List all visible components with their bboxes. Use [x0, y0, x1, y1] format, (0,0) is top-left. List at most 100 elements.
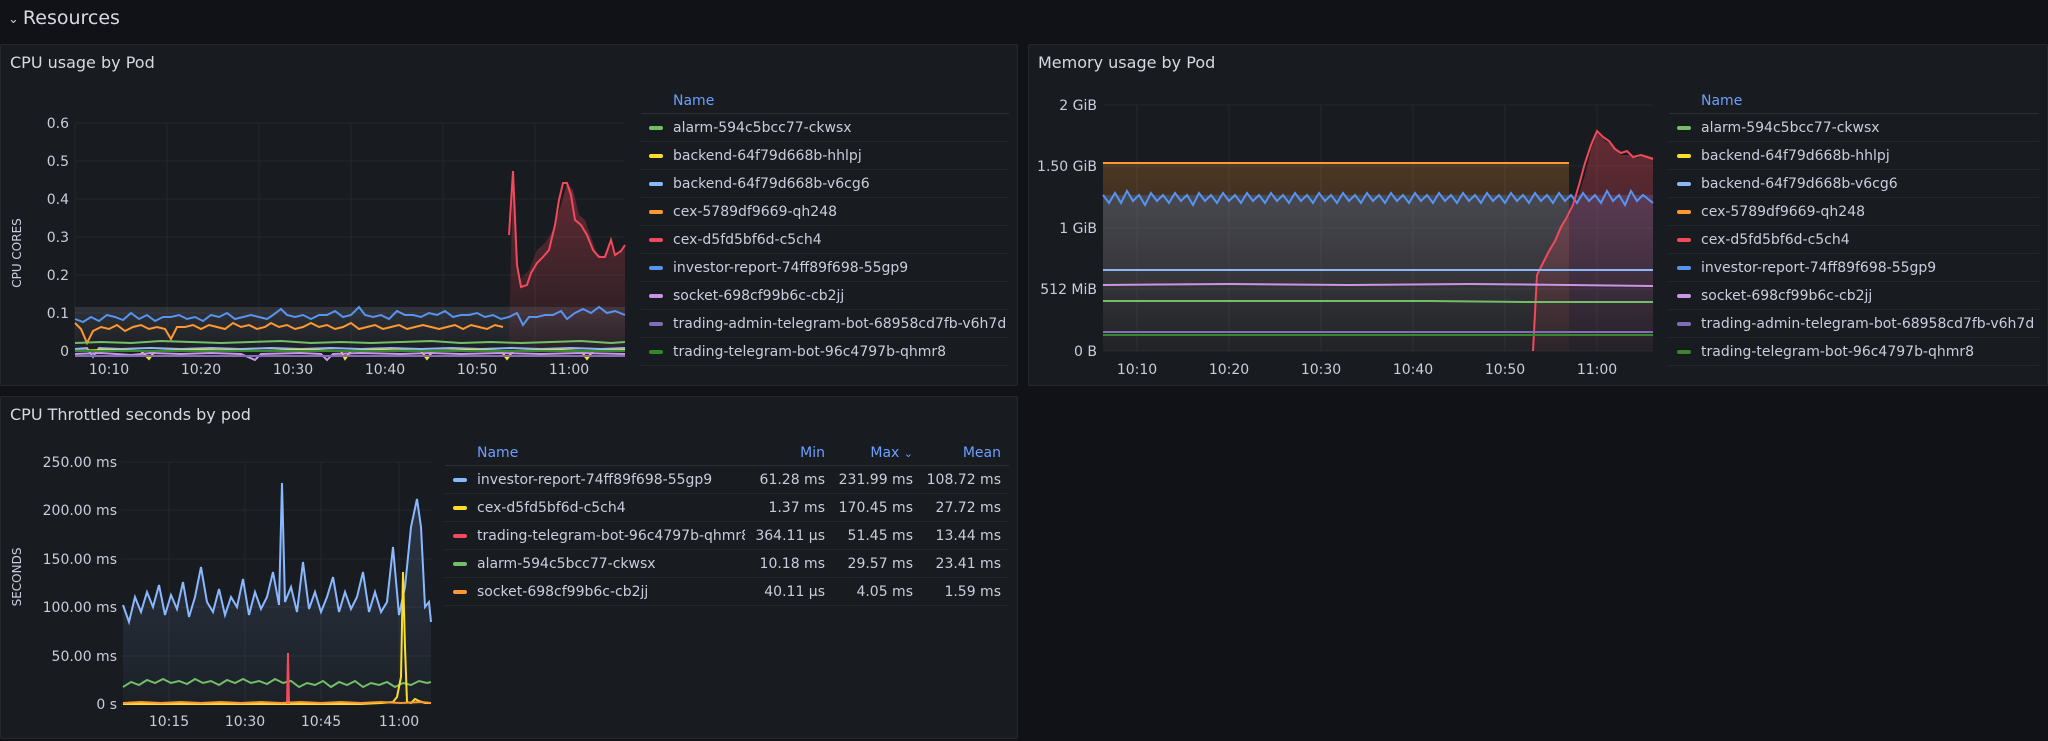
legend-item[interactable]: socket-698cf99b6c-cb2jj 40.11 µs 4.05 ms 1.… [445, 578, 1009, 606]
x-tick: 10:50 [457, 362, 497, 378]
series-area-cex-d5fd5bf6d [1533, 133, 1653, 351]
x-tick: 10:20 [1209, 362, 1249, 378]
legend-item[interactable]: socket-698cf99b6c-cb2jj [641, 282, 1009, 310]
series-investor-report [74, 305, 626, 327]
x-tick: 10:30 [1301, 362, 1341, 378]
legend-item[interactable]: cex-d5fd5bf6d-c5ch4 1.37 ms 170.45 ms 27.72… [445, 494, 1009, 522]
series-alarm [1103, 300, 1653, 303]
cpu-legend: Name alarm-594c5bcc77-ckwsx backend-64f7… [641, 89, 1009, 366]
x-tick: 11:00 [379, 714, 419, 730]
y-axis-label: SECONDS [10, 548, 24, 607]
legend-header[interactable]: Name [1669, 89, 2039, 114]
series-cex-5789df9669 [74, 321, 504, 346]
x-ticks: 10:10 10:20 10:30 10:40 10:50 11:00 [89, 362, 589, 378]
series-area-investor-report [123, 483, 431, 704]
series-cex-d5fd5bf6d [508, 170, 626, 289]
col-mean[interactable]: Mean [962, 445, 1001, 461]
legend-item[interactable]: trading-admin-telegram-bot-68958cd7fb-v6… [1669, 310, 2039, 338]
x-tick: 10:40 [365, 362, 405, 378]
y-tick: 200.00 ms [43, 503, 117, 519]
panel-title[interactable]: CPU usage by Pod [10, 53, 155, 72]
memory-usage-panel: Memory usage by Pod [1028, 44, 2048, 386]
series-socket [1102, 282, 1654, 287]
x-tick: 11:00 [549, 362, 589, 378]
x-tick: 10:30 [273, 362, 313, 378]
cpu-usage-chart[interactable]: CPU CORES 0.6 0.5 0.4 0.3 0.2 0.1 0 10:1… [1, 45, 641, 387]
legend-item[interactable]: backend-64f79d668b-hhlpj [641, 142, 1009, 170]
y-tick: 100.00 ms [43, 600, 117, 616]
x-tick: 10:30 [225, 714, 265, 730]
x-ticks: 10:15 10:30 10:45 11:00 [149, 714, 419, 730]
y-tick: 1 GiB [1059, 221, 1097, 237]
series-cex-d5fd5bf6d [1532, 129, 1654, 352]
x-tick: 10:45 [301, 714, 341, 730]
legend-item[interactable]: backend-64f79d668b-hhlpj [1669, 142, 2039, 170]
y-tick: 0.6 [47, 116, 69, 132]
x-ticks: 10:10 10:20 10:30 10:40 10:50 11:00 [1117, 362, 1617, 378]
y-tick: 0 [60, 344, 69, 360]
legend-item[interactable]: socket-698cf99b6c-cb2jj [1669, 282, 2039, 310]
resources-row-toggle[interactable]: ⌄ Resources [8, 4, 120, 32]
x-tick: 10:10 [1117, 362, 1157, 378]
y-tick: 0.5 [47, 154, 69, 170]
series-socket [122, 700, 432, 705]
panel-title[interactable]: Memory usage by Pod [1038, 53, 1216, 72]
legend-header: Name Min Max ⌄ Mean [445, 441, 1009, 466]
legend-item[interactable]: backend-64f79d668b-v6cg6 [1669, 170, 2039, 198]
legend-item[interactable]: alarm-594c5bcc77-ckwsx 10.18 ms 29.57 ms 23… [445, 550, 1009, 578]
legend-item[interactable]: trading-admin-telegram-bot-68958cd7fb-v6… [641, 310, 1009, 338]
legend-item[interactable]: cex-d5fd5bf6d-c5ch4 [1669, 226, 2039, 254]
y-ticks: 250.00 ms 200.00 ms 150.00 ms 100.00 ms … [43, 455, 117, 713]
y-tick: 0.1 [47, 306, 69, 322]
y-tick: 0 B [1074, 344, 1097, 360]
series-backend-v6cg6 [74, 346, 626, 359]
series-investor-report [122, 482, 432, 626]
y-tick: 0.4 [47, 192, 69, 208]
row-title: Resources [22, 7, 120, 29]
y-tick: 250.00 ms [43, 455, 117, 471]
legend-item[interactable]: trading-telegram-bot-96c4797b-qhmr8 [641, 338, 1009, 366]
panel-title[interactable]: CPU Throttled seconds by pod [10, 405, 251, 424]
y-ticks: 0.6 0.5 0.4 0.3 0.2 0.1 0 [47, 116, 69, 360]
legend-item[interactable]: trading-telegram-bot-96c4797b-qhmr8 [1669, 338, 2039, 366]
legend-item[interactable]: investor-report-74ff89f698-55gp9 [641, 254, 1009, 282]
cpu-throttled-panel: CPU Throttled seconds by pod SECONDS 250… [0, 396, 1018, 739]
legend-item[interactable]: alarm-594c5bcc77-ckwsx [641, 114, 1009, 142]
col-min[interactable]: Min [800, 445, 825, 461]
memory-usage-chart[interactable]: 2 GiB 1.50 GiB 1 GiB 512 MiB 0 B 10:10 1… [1029, 45, 1669, 387]
series-investor-report [1102, 188, 1654, 208]
legend-item[interactable]: cex-5789df9669-qh248 [641, 198, 1009, 226]
y-tick: 0 s [96, 697, 117, 713]
col-name[interactable]: Name [477, 445, 519, 461]
y-tick: 150.00 ms [43, 552, 117, 568]
y-tick: 512 MiB [1040, 282, 1097, 298]
x-tick: 10:40 [1393, 362, 1433, 378]
series-alarm [122, 677, 432, 689]
legend-item[interactable]: investor-report-74ff89f698-55gp9 [1669, 254, 2039, 282]
series-alarm [74, 339, 626, 345]
legend-header[interactable]: Name [641, 89, 1009, 114]
y-tick: 50.00 ms [52, 649, 117, 665]
legend-item[interactable]: backend-64f79d668b-v6cg6 [641, 170, 1009, 198]
y-tick: 0.2 [47, 268, 69, 284]
legend-item[interactable]: investor-report-74ff89f698-55gp9 61.28 ms… [445, 466, 1009, 494]
cpu-throttled-chart[interactable]: SECONDS 250.00 ms 200.00 ms 150.00 ms 10… [1, 397, 441, 740]
series-area-cex-d5fd5bf6d [509, 175, 625, 351]
series-socket [74, 351, 626, 362]
y-tick: 0.3 [47, 230, 69, 246]
y-tick: 2 GiB [1059, 98, 1097, 114]
legend-item[interactable]: trading-telegram-bot-96c4797b-qhmr8 364.1… [445, 522, 1009, 550]
sort-desc-icon: ⌄ [903, 447, 913, 460]
x-tick: 10:50 [1485, 362, 1525, 378]
memory-legend: Name alarm-594c5bcc77-ckwsx backend-64f7… [1669, 89, 2039, 366]
col-max[interactable]: Max ⌄ [870, 445, 913, 461]
x-tick: 11:00 [1577, 362, 1617, 378]
y-ticks: 2 GiB 1.50 GiB 1 GiB 512 MiB 0 B [1037, 98, 1097, 360]
chevron-down-icon: ⌄ [8, 11, 19, 27]
x-tick: 10:15 [149, 714, 189, 730]
legend-item[interactable]: cex-5789df9669-qh248 [1669, 198, 2039, 226]
legend-item[interactable]: cex-d5fd5bf6d-c5ch4 [641, 226, 1009, 254]
x-tick: 10:20 [181, 362, 221, 378]
throttle-legend-table: Name Min Max ⌄ Mean investor-report-74ff… [445, 441, 1009, 606]
legend-item[interactable]: alarm-594c5bcc77-ckwsx [1669, 114, 2039, 142]
